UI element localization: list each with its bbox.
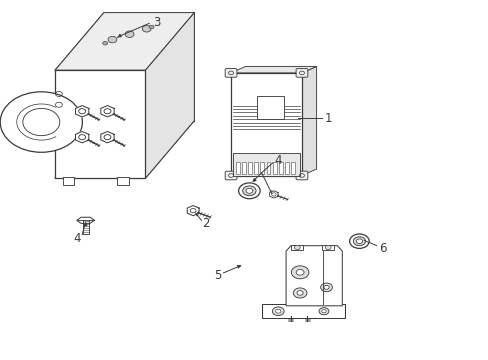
Circle shape (296, 269, 304, 275)
Circle shape (293, 288, 306, 298)
Bar (284, 162, 288, 174)
Polygon shape (55, 70, 145, 178)
Bar (242, 162, 245, 174)
Text: 4: 4 (273, 154, 281, 167)
Polygon shape (75, 131, 89, 143)
Polygon shape (75, 105, 89, 117)
Circle shape (291, 266, 308, 279)
Bar (291, 246, 303, 250)
Bar (322, 246, 333, 250)
Bar (233, 153, 299, 175)
Polygon shape (285, 246, 342, 306)
Bar (62, 177, 74, 185)
Circle shape (319, 307, 328, 315)
Circle shape (238, 183, 260, 199)
Circle shape (349, 234, 368, 248)
Bar (256, 96, 283, 119)
Bar (254, 162, 258, 174)
Polygon shape (187, 206, 199, 216)
Polygon shape (101, 105, 114, 117)
Polygon shape (145, 13, 194, 178)
Circle shape (242, 186, 256, 196)
Bar (236, 162, 240, 174)
Polygon shape (77, 217, 94, 224)
Bar (117, 177, 128, 185)
Text: 3: 3 (152, 16, 160, 29)
Polygon shape (101, 131, 114, 143)
Polygon shape (261, 304, 344, 318)
Circle shape (245, 188, 252, 193)
Polygon shape (231, 67, 316, 73)
Circle shape (102, 41, 107, 45)
Circle shape (142, 26, 151, 32)
Circle shape (296, 291, 303, 295)
FancyBboxPatch shape (224, 171, 237, 180)
Bar (260, 162, 264, 174)
Circle shape (353, 237, 365, 246)
Text: 2: 2 (201, 217, 209, 230)
Circle shape (275, 309, 280, 313)
Text: 5: 5 (213, 269, 221, 282)
Circle shape (0, 92, 82, 152)
FancyBboxPatch shape (224, 69, 237, 77)
Circle shape (294, 246, 300, 250)
Text: 6: 6 (378, 242, 386, 255)
Circle shape (356, 239, 362, 243)
Circle shape (272, 307, 284, 315)
Circle shape (320, 283, 332, 292)
Bar (266, 162, 270, 174)
Polygon shape (302, 67, 316, 175)
Polygon shape (55, 13, 194, 70)
Polygon shape (231, 73, 302, 175)
Circle shape (125, 31, 134, 37)
Circle shape (321, 310, 325, 313)
Bar (290, 162, 294, 174)
Bar (248, 162, 252, 174)
Circle shape (323, 285, 328, 289)
Text: 1: 1 (324, 112, 332, 125)
Circle shape (108, 36, 117, 43)
FancyBboxPatch shape (296, 171, 307, 180)
FancyBboxPatch shape (296, 69, 307, 77)
Polygon shape (269, 191, 278, 198)
Circle shape (325, 246, 330, 250)
Bar (278, 162, 282, 174)
Text: 4: 4 (73, 232, 81, 245)
Bar (272, 162, 276, 174)
Circle shape (149, 25, 154, 29)
